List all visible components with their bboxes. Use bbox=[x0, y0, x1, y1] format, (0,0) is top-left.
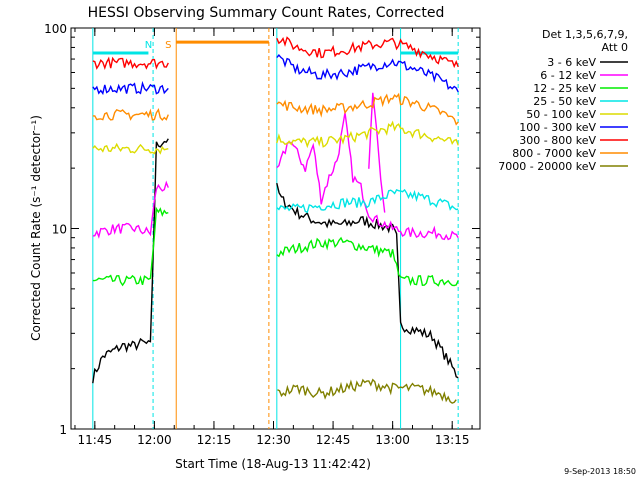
series-line bbox=[92, 107, 169, 121]
legend-label: 100 - 300 keV bbox=[519, 121, 596, 134]
x-tick-label: 11:45 bbox=[78, 433, 113, 447]
series-line bbox=[276, 120, 459, 149]
series-7000-20000-kev bbox=[277, 378, 457, 404]
series-line bbox=[276, 112, 459, 241]
series-line bbox=[92, 80, 169, 96]
series-line bbox=[92, 206, 169, 287]
timestamp: 9-Sep-2013 18:50 bbox=[564, 467, 636, 476]
legend-label: 12 - 25 keV bbox=[533, 82, 596, 95]
series-line bbox=[276, 236, 459, 287]
y-tick-label: 10 bbox=[52, 223, 67, 237]
series-12-25-kev bbox=[92, 206, 459, 287]
interval-marker-label: N bbox=[145, 40, 152, 51]
x-tick-label: 13:15 bbox=[435, 433, 470, 447]
series-300-800-kev bbox=[92, 36, 459, 71]
series-line bbox=[92, 138, 169, 384]
y-tick-label: 100 bbox=[44, 22, 67, 36]
legend-label: 50 - 100 keV bbox=[526, 108, 596, 121]
interval-marker-label: S bbox=[165, 40, 171, 51]
series-line bbox=[92, 180, 169, 239]
chart-title: HESSI Observing Summary Count Rates, Cor… bbox=[88, 5, 445, 21]
legend-label: 25 - 50 keV bbox=[533, 95, 596, 108]
series-line bbox=[276, 54, 459, 93]
series-line bbox=[276, 92, 459, 126]
series-line bbox=[277, 378, 457, 404]
series-line bbox=[276, 36, 459, 69]
series-3-6-kev bbox=[92, 138, 459, 384]
series-800-7000-kev bbox=[92, 92, 459, 126]
legend-label: 800 - 7000 keV bbox=[512, 147, 596, 160]
x-tick-label: 12:45 bbox=[316, 433, 351, 447]
legend-label: 300 - 800 keV bbox=[519, 134, 596, 147]
y-tick-label: 1 bbox=[59, 423, 67, 437]
series-line bbox=[276, 188, 459, 214]
y-axis-label: Corrected Count Rate (s⁻¹ detector⁻¹) bbox=[29, 115, 43, 341]
series-line bbox=[92, 56, 169, 71]
legend-header-line-2: Att 0 bbox=[602, 41, 628, 54]
series-line bbox=[276, 182, 459, 379]
axes: 11:45 12:00 12:15 12:30 12:45 13:00 13:15 1 10 10… bbox=[44, 22, 480, 447]
legend-header-line-1: Det 1,3,5,6,7,9, bbox=[542, 28, 628, 41]
series-100-300-kev bbox=[92, 54, 459, 96]
series-line bbox=[92, 142, 169, 155]
legend-label: 3 - 6 keV bbox=[547, 56, 596, 69]
x-tick-label: 12:30 bbox=[256, 433, 291, 447]
x-tick-label: 12:15 bbox=[197, 433, 232, 447]
series-50-100-kev bbox=[92, 120, 459, 155]
series-line bbox=[368, 92, 386, 213]
legend-label: 6 - 12 keV bbox=[540, 69, 596, 82]
x-tick-label: 13:00 bbox=[375, 433, 410, 447]
series-25-50-kev bbox=[276, 188, 459, 214]
legend-label: 7000 - 20000 keV bbox=[498, 160, 596, 173]
x-tick-label: 12:00 bbox=[137, 433, 172, 447]
x-axis-label: Start Time (18-Aug-13 11:42:42) bbox=[175, 457, 371, 471]
